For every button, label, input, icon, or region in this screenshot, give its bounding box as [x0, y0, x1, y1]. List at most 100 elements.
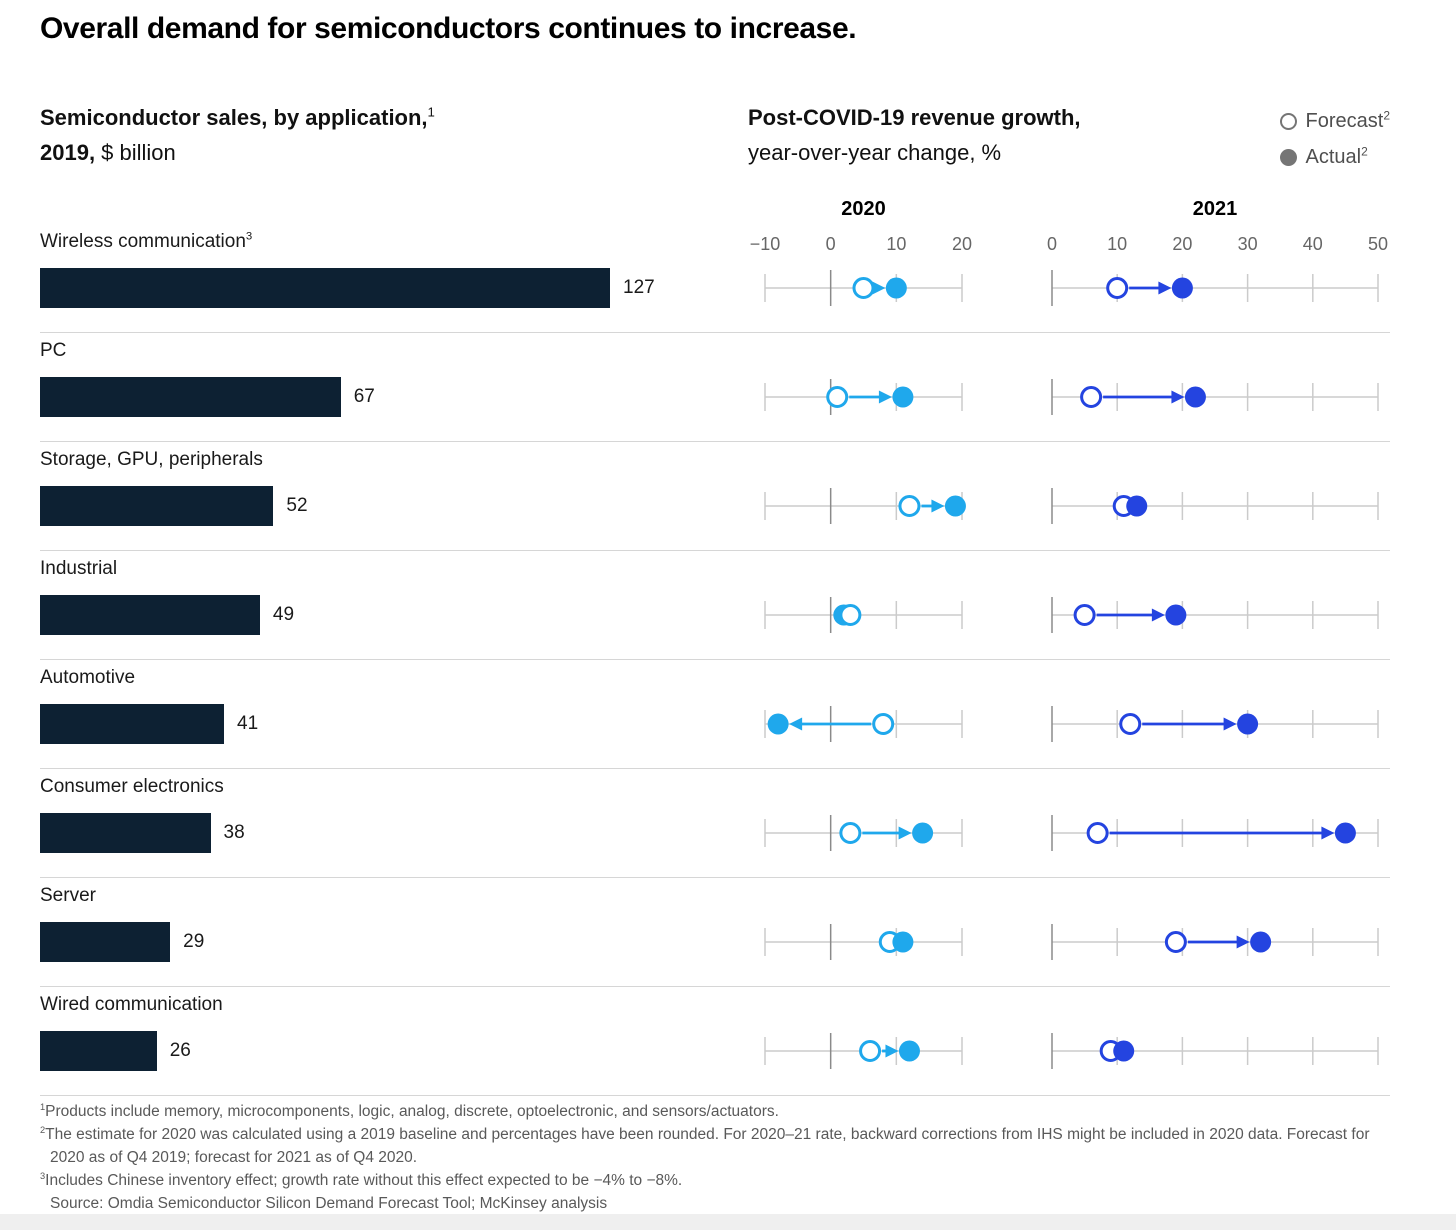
sales-value: 29 [183, 931, 205, 952]
dumbbell-2020 [764, 660, 963, 768]
page-bottom-strip [0, 1214, 1456, 1230]
footnote-1: 1Products include memory, microcomponent… [40, 1101, 779, 1120]
sales-value: 41 [237, 713, 259, 734]
category-label: Wireless communication3 [40, 230, 253, 252]
dumbbell-2021 [1051, 769, 1379, 877]
legend-item-actual: Actual2 [1279, 139, 1391, 175]
legend-actual-label: Actual2 [1305, 143, 1368, 168]
forecast-marker [1086, 822, 1109, 844]
sales-value: 26 [169, 1040, 191, 1061]
sales-value: 67 [353, 386, 375, 407]
chart-row: PC 67 [40, 333, 1390, 442]
dumbbell-2021 [1051, 224, 1379, 332]
actual-marker [1237, 713, 1259, 735]
dumbbell-2021 [1051, 660, 1379, 768]
tick-label-2021-0: 0 [1046, 234, 1058, 254]
sales-bar [40, 813, 211, 853]
dumbbell-subtitle-line1: Post-COVID-19 revenue growth, [748, 105, 1081, 130]
category-label: Wired communication [40, 994, 223, 1015]
actual-marker [912, 822, 934, 844]
tick-label-2021-10: 10 [1107, 234, 1128, 254]
chart-row: Automotive 41 [40, 660, 1390, 769]
tick-label-2021-30: 30 [1237, 234, 1258, 254]
category-label: Consumer electronics [40, 776, 224, 797]
category-label: Automotive [40, 667, 136, 688]
dumbbell-2020 [764, 769, 963, 877]
forecast-marker [839, 822, 862, 844]
actual-marker [1165, 604, 1187, 626]
actual-marker [1184, 386, 1206, 408]
chart-row: Wired communication 26 [40, 987, 1390, 1096]
dumbbell-2021 [1051, 551, 1379, 659]
bar-chart-subtitle-line1: Semiconductor sales, by application,1 [40, 104, 435, 130]
actual-marker [767, 713, 789, 735]
footnote-2: 2The estimate for 2020 was calculated us… [40, 1124, 1370, 1166]
chart-rows: Wireless communication3 127 PC 67 Storag… [40, 224, 1390, 1096]
actual-marker [1113, 1040, 1135, 1062]
source-line: Source: Omdia Semiconductor Silicon Dema… [50, 1195, 608, 1212]
tick-label-2020-20: 20 [951, 234, 973, 254]
actual-marker [1171, 277, 1193, 299]
actual-marker [892, 931, 914, 953]
tick-label-2020-10: 10 [886, 234, 907, 254]
dumbbell-2020 [764, 551, 963, 659]
year-headers: 2020 2021 [40, 198, 1390, 226]
chart-row: Server 29 [40, 878, 1390, 987]
forecast-marker [852, 277, 875, 299]
actual-marker [1126, 495, 1148, 517]
dumbbell-2020 [764, 878, 963, 986]
legend-item-forecast: Forecast2 [1279, 103, 1391, 139]
year-header-2020: 2020 [841, 198, 886, 220]
category-label: Industrial [40, 558, 118, 579]
dumbbell-2021 [1051, 442, 1379, 550]
dumbbell-2021 [1051, 333, 1379, 441]
dumbbell-2021 [1051, 878, 1379, 986]
dumbbell-2020 [764, 224, 963, 332]
sales-value: 38 [223, 822, 245, 843]
dumbbell-subtitle-line2: year-over-year change, % [748, 140, 1002, 165]
legend: Forecast2 Actual2 [1279, 103, 1391, 175]
sales-bar [40, 922, 171, 962]
sales-bar [40, 486, 274, 526]
forecast-marker [826, 386, 849, 408]
actual-marker [1250, 931, 1272, 953]
chart-row: Wireless communication3 127 [40, 224, 1390, 333]
sales-bar [40, 595, 260, 635]
dumbbell-2021 [1051, 987, 1379, 1095]
actual-marker [885, 277, 907, 299]
actual-marker [898, 1040, 920, 1062]
footnotes: 1Products include memory, microcomponent… [40, 1100, 1394, 1215]
forecast-marker [859, 1040, 882, 1062]
tick-label-2021-50: 50 [1367, 234, 1389, 254]
forecast-marker [1164, 931, 1187, 953]
chart-row: Industrial 49 [40, 551, 1390, 660]
category-label: Server [40, 885, 96, 906]
sales-value: 127 [623, 277, 655, 298]
tick-label-2020-0: 0 [825, 234, 836, 254]
tick-label-2020--10: −10 [749, 234, 781, 254]
forecast-marker [1073, 604, 1096, 626]
legend-forecast-label: Forecast2 [1305, 107, 1391, 132]
sales-value: 52 [286, 495, 308, 516]
sales-bar [40, 268, 610, 308]
chart-row: Storage, GPU, peripherals 52 [40, 442, 1390, 551]
sales-value: 49 [272, 604, 295, 625]
dumbbell-2020 [764, 987, 963, 1095]
actual-marker [892, 386, 914, 408]
forecast-marker [1080, 386, 1103, 408]
dumbbell-2020 [764, 333, 963, 441]
year-header-2021: 2021 [1192, 198, 1238, 220]
category-label: Storage, GPU, peripherals [40, 449, 263, 470]
axis-tick-labels: −10 0 10 20 0 10 20 30 40 50 [40, 234, 1390, 260]
bar-chart-subtitle-line2: 2019, $ billion [40, 140, 176, 165]
sales-bar [40, 377, 341, 417]
dumbbell-2020 [764, 442, 966, 550]
actual-marker [1334, 822, 1356, 844]
chart-row: Consumer electronics 38 [40, 769, 1390, 878]
bar-chart-subtitle: Semiconductor sales, by application,1 20… [40, 100, 435, 170]
actual-marker [944, 495, 966, 517]
category-label: PC [40, 340, 67, 361]
tick-label-2021-40: 40 [1302, 234, 1323, 254]
forecast-marker [898, 495, 921, 517]
page-title: Overall demand for semiconductors contin… [40, 12, 857, 45]
